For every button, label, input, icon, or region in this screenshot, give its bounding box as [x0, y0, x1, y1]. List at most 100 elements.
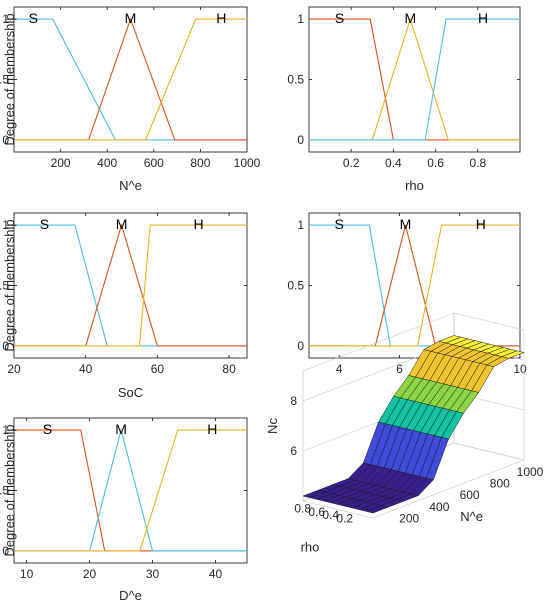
- x-tick-label: 30: [146, 567, 160, 581]
- series-label-S: S: [335, 10, 344, 26]
- x-tick-label: 4: [336, 362, 343, 376]
- x-tick-label: 0.8: [469, 156, 486, 170]
- series-line-H: [14, 224, 247, 347]
- y-axis-label: Degree of membership: [2, 219, 17, 351]
- x-axis-label: SoC: [118, 385, 143, 400]
- series-line-M: [14, 17, 247, 141]
- y-axis-label: Degree of membership: [2, 424, 17, 556]
- surface-y-tick-label: 0.8: [294, 501, 311, 515]
- x-axis-label: D^e: [119, 588, 142, 603]
- y-tick-label: 0: [2, 544, 9, 558]
- surface-y-tick-label: 0.6: [308, 505, 325, 519]
- surface-x-axis-label: N^e: [460, 509, 483, 524]
- surface-z-tick-label: 6: [290, 444, 297, 458]
- series-line-M: [309, 224, 520, 347]
- surface-labels: 200 400 600 800 1000 0.20.40.60.8 6 8 N^e rho Nc: [265, 394, 544, 555]
- series-label-S: S: [334, 216, 343, 232]
- x-tick-label: 1000: [234, 156, 261, 170]
- series-label-M: M: [125, 10, 137, 26]
- series-line-M: [309, 17, 520, 141]
- y-tick-label: 1: [2, 12, 9, 26]
- x-tick-label: 60: [151, 362, 165, 376]
- y-tick-label: 0: [297, 339, 304, 353]
- series-label-H: H: [194, 216, 204, 232]
- y-tick-label: 0.5: [0, 73, 9, 87]
- y-tick-label: 1: [2, 423, 9, 437]
- axes-box: [308, 212, 521, 359]
- y-tick-label: 0: [297, 133, 304, 147]
- surface-y-axis-label: rho: [301, 540, 320, 555]
- series-label-S: S: [29, 10, 38, 26]
- membership-panel-3: 20 40 60 80 0 0.5 1 S M H SoC Degree of membership: [0, 212, 248, 400]
- surface-x-tick-label: 400: [429, 500, 449, 514]
- surface-x-tick-label: 600: [460, 488, 480, 502]
- series-label-M: M: [116, 216, 128, 232]
- series-label-S: S: [43, 421, 52, 437]
- membership-panel-4: 4681000.51SMHNc: [287, 212, 527, 400]
- y-tick-label: 0.5: [287, 73, 304, 87]
- x-tick-label: 10: [513, 362, 527, 376]
- x-tick-label: 10: [20, 567, 34, 581]
- membership-panel-5: 10 20 30 40 0 0.5 1 S M H D^e Degree of membership: [0, 417, 248, 603]
- series-line-H: [309, 224, 520, 347]
- series-label-S: S: [40, 216, 49, 232]
- series-line-S: [14, 224, 247, 347]
- series-label-H: H: [216, 10, 226, 26]
- series-line-H: [14, 429, 247, 552]
- series-line-H: [14, 18, 247, 141]
- surface-x-tick-label: 200: [399, 511, 419, 525]
- series-line-S: [14, 18, 247, 141]
- y-tick-label: 0.5: [0, 484, 9, 498]
- series-line-S: [309, 224, 520, 347]
- x-tick-label: 20: [83, 567, 97, 581]
- floor: [301, 442, 526, 519]
- x-axis-label: rho: [405, 178, 424, 193]
- series-label-H: H: [478, 10, 488, 26]
- axes-box: [13, 212, 248, 359]
- series-line-M: [14, 223, 247, 347]
- x-tick-label: 0.2: [343, 156, 360, 170]
- series-label-M: M: [400, 216, 412, 232]
- surface-x-tick-label: 800: [490, 477, 510, 491]
- series-label-M: M: [404, 10, 416, 26]
- y-axis-label: Degree of membership: [2, 13, 17, 145]
- x-tick-label: 80: [222, 362, 236, 376]
- x-tick-label: 0.4: [385, 156, 402, 170]
- x-tick-label: 40: [209, 567, 223, 581]
- membership-panel-1: 200 400 600 800 1000 0 0.5 1 S M H N^e Degree of mem…: [0, 6, 261, 193]
- x-tick-label: 800: [190, 156, 210, 170]
- y-tick-label: 1: [297, 12, 304, 26]
- y-tick-label: 1: [2, 218, 9, 232]
- y-tick-label: 0: [2, 133, 9, 147]
- surface-y-tick-label: 0.2: [336, 512, 353, 526]
- x-tick-label: 6: [396, 362, 403, 376]
- x-tick-label: 200: [51, 156, 71, 170]
- surface-z-axis-label: Nc: [265, 418, 280, 434]
- series-label-H: H: [476, 216, 486, 232]
- series-label-H: H: [207, 421, 217, 437]
- y-tick-label: 1: [297, 218, 304, 232]
- x-axis-label: N^e: [119, 178, 142, 193]
- axes-box: [13, 6, 248, 153]
- axes-box: [308, 6, 521, 153]
- series-line-M: [14, 427, 247, 552]
- x-tick-label: 20: [7, 362, 21, 376]
- y-tick-label: 0.5: [287, 279, 304, 293]
- x-tick-label: 40: [79, 362, 93, 376]
- series-label-M: M: [115, 421, 127, 437]
- surface-x-tick-label: 1000: [517, 465, 544, 479]
- x-tick-label: 600: [144, 156, 164, 170]
- surface-z-tick-label: 8: [290, 394, 297, 408]
- axes-box: [13, 417, 248, 564]
- x-tick-label: 0.6: [427, 156, 444, 170]
- surface-patches: [302, 335, 525, 514]
- x-tick-label: 400: [97, 156, 117, 170]
- surface-patch: [501, 350, 525, 359]
- series-line-S: [14, 429, 247, 552]
- series-line-H: [309, 18, 520, 141]
- surface-plot: 200 400 600 800 1000 0.20.40.60.8 6 8 N^e rho Nc: [265, 312, 544, 555]
- y-tick-label: 0.5: [0, 279, 9, 293]
- series-line-S: [309, 18, 520, 141]
